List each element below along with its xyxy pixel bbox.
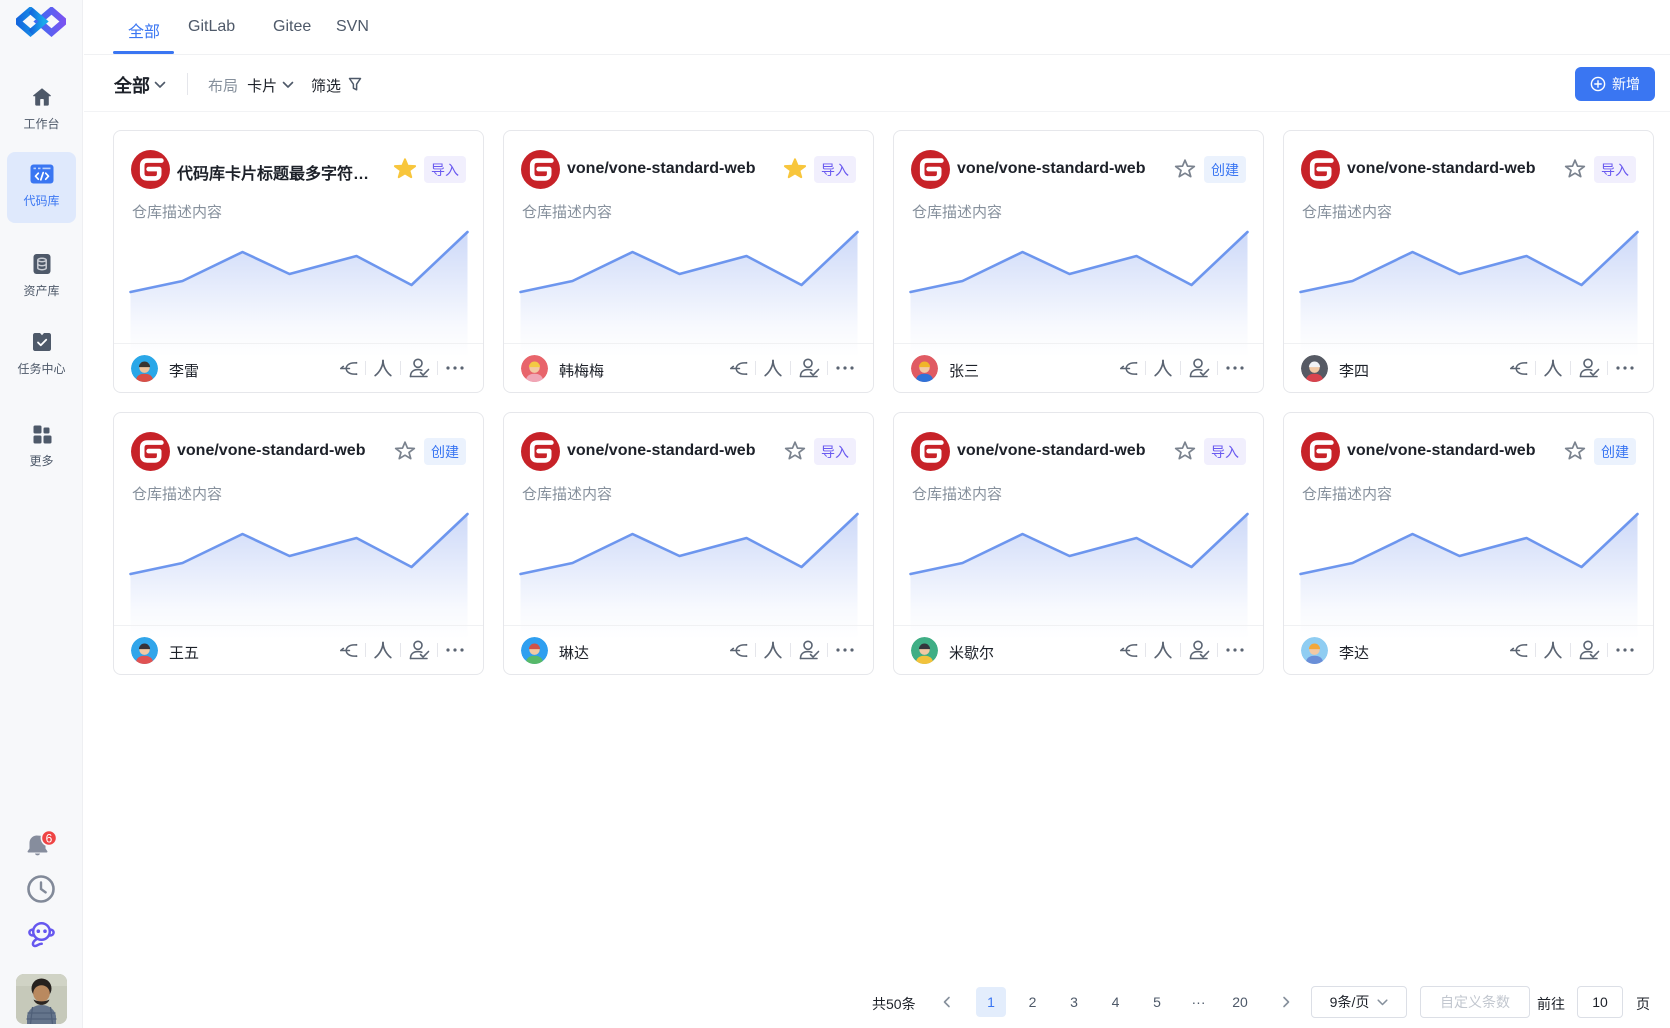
svg-text:6: 6 [46, 832, 53, 846]
